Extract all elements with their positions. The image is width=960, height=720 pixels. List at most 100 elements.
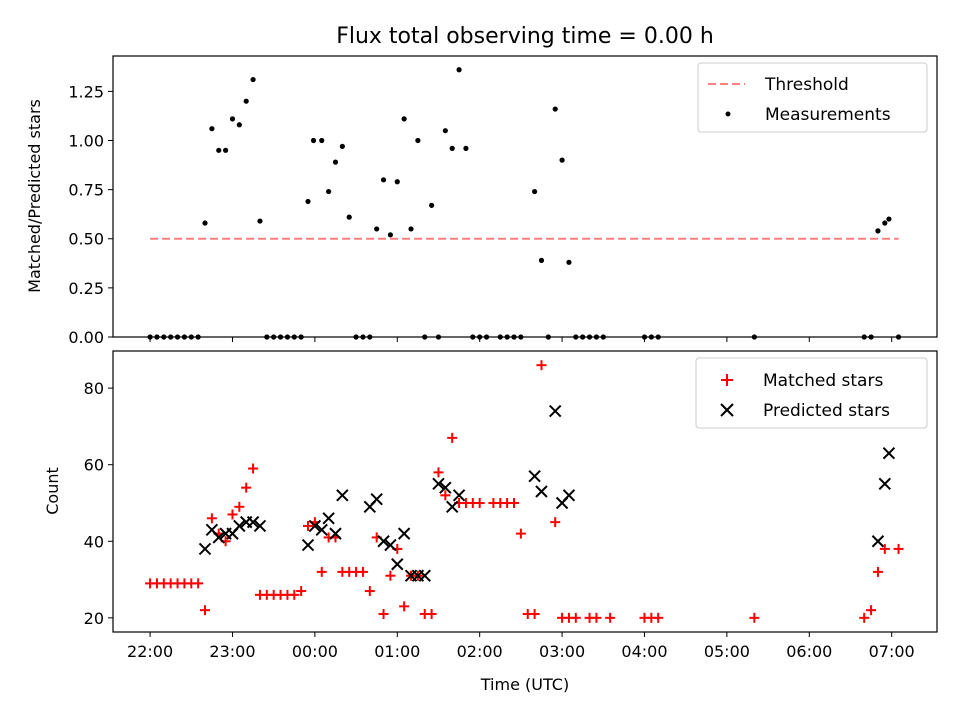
ratio-y-tick-label: 1.25 (68, 82, 104, 101)
measurement-point (202, 220, 208, 226)
measurement-point (223, 147, 229, 153)
measurement-point (463, 145, 469, 151)
matched-star-point (399, 601, 410, 612)
matched-star-point (378, 609, 389, 620)
matched-star-point (296, 586, 307, 597)
count-y-tick-label: 60 (84, 456, 104, 475)
measurement-point (456, 67, 462, 73)
measurement-point (559, 157, 565, 163)
predicted-star-point (528, 469, 541, 483)
matched-star-point (872, 566, 883, 577)
measurement-point (209, 126, 215, 132)
measurement-point (449, 145, 455, 151)
ratio-y-tick-label: 0.50 (68, 230, 104, 249)
matched-star-point (536, 360, 547, 371)
measurement-point (346, 214, 352, 220)
measurement-point (326, 188, 332, 195)
matched-star-point (193, 578, 204, 589)
measurement-point (250, 76, 256, 83)
measurement-point (429, 202, 435, 208)
matched-star-point (433, 467, 444, 478)
ratio-panel-frame (112, 55, 938, 338)
ratio-y-tick-label: 0.25 (68, 279, 104, 298)
matched-star-point (653, 612, 664, 623)
count-x-tick-label: 06:00 (786, 642, 832, 661)
measurement-point (532, 188, 538, 195)
predicted-star-point (329, 527, 342, 540)
matched-star-point (509, 497, 520, 508)
predicted-star-point (212, 531, 225, 544)
predicted-star-point (301, 538, 315, 552)
measurement-point (442, 128, 448, 134)
matched-star-point (859, 612, 870, 623)
predicted-star-point (246, 515, 260, 529)
measurement-point (882, 220, 888, 226)
count-y-axis: 20 40 60 80 (84, 379, 113, 628)
matched-star-point (605, 612, 616, 623)
matched-star-point (879, 543, 890, 554)
count-panel: 20 40 60 80 22:00 23:00 00:00 01:00 02:00 03:00 0… (43, 350, 938, 694)
matched-star-point (893, 543, 904, 554)
predicted-legend-label: Predicted stars (763, 401, 890, 421)
count-x-tick-label: 07:00 (869, 642, 915, 661)
matched-star-point (200, 605, 211, 616)
measurement-point (380, 177, 387, 183)
predicted-star-point (432, 477, 445, 491)
measurement-point (243, 98, 249, 104)
measurement-point (566, 259, 572, 265)
count-x-tick-label: 05:00 (704, 642, 750, 661)
ratio-x-axis (149, 337, 893, 342)
count-x-tick-label: 03:00 (539, 642, 585, 661)
predicted-star-point (198, 542, 212, 556)
predicted-star-point (871, 535, 885, 548)
predicted-star-point (446, 500, 459, 514)
measurement-point (552, 106, 558, 112)
ratio-y-axis: 0.00 0.25 0.50 0.75 1.00 1.25 (68, 82, 113, 347)
matched-star-point (241, 482, 252, 493)
measurements-legend-label: Measurements (765, 105, 891, 125)
predicted-star-point (535, 485, 548, 498)
ratio-panel: 0.00 0.25 0.50 0.75 1.00 1.25 Matched/Predict… (25, 55, 938, 347)
predicted-star-point (233, 519, 246, 533)
predicted-star-point (377, 535, 390, 548)
measurement-point (236, 122, 242, 128)
matched-star-point (749, 612, 760, 623)
predicted-star-point (384, 538, 397, 552)
measurement-point (319, 137, 325, 144)
measurement-point (229, 116, 236, 122)
matched-legend-label: Matched stars (763, 371, 883, 391)
ratio-y-axis-label: Matched/Predicted stars (25, 99, 44, 293)
matched-star-point (385, 570, 396, 581)
predicted-star-point (391, 558, 404, 571)
count-x-tick-label: 04:00 (621, 642, 667, 661)
measurement-point (886, 216, 892, 222)
measurement-point (875, 228, 881, 234)
threshold-legend-label: Threshold (764, 75, 849, 95)
measurement-point (538, 257, 545, 263)
measurement-point (339, 143, 345, 149)
matched-star-point (227, 509, 238, 520)
matched-star-point (866, 605, 877, 616)
measurement-point (257, 218, 263, 224)
predicted-star-point (336, 489, 349, 502)
measurement-point (394, 179, 400, 185)
figure-title: Flux total observing time = 0.00 h (336, 24, 714, 49)
count-y-axis-label: Count (43, 467, 62, 515)
matched-star-point (447, 432, 458, 443)
predicted-star-point (549, 404, 562, 418)
count-legend: Matched stars Predicted stars (695, 357, 928, 429)
ratio-y-tick-label: 1.00 (68, 131, 104, 150)
matched-star-point (364, 586, 375, 597)
predicted-legend-marker (720, 403, 734, 417)
matched-star-point (474, 497, 485, 508)
predicted-star-point (308, 519, 322, 533)
predicted-star-point (418, 569, 431, 582)
predicted-star-point (452, 489, 466, 502)
matched-star-point (529, 609, 540, 620)
predicted-star-point (562, 489, 576, 502)
count-x-axis: 22:00 23:00 00:00 01:00 02:00 03:00 04:00 05:00… (127, 632, 915, 661)
matched-legend-marker (721, 374, 733, 386)
count-legend-box (695, 357, 928, 429)
predicted-star-point (397, 527, 411, 540)
